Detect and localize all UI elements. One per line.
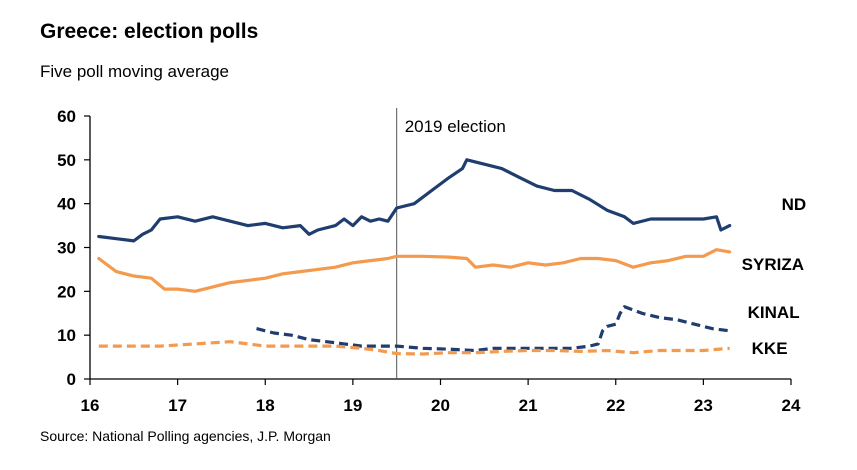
y-tick-label: 30 xyxy=(57,239,76,258)
series-label-syriza: SYRIZA xyxy=(742,255,804,274)
series-line-nd xyxy=(97,158,732,243)
chart-title: Greece: election polls xyxy=(40,20,259,43)
series-line-syriza xyxy=(97,248,732,293)
y-tick-label: 40 xyxy=(57,195,76,214)
series-line-kinal xyxy=(256,305,730,353)
x-tick-label: 16 xyxy=(81,396,100,415)
x-tick-label: 19 xyxy=(343,396,362,415)
y-tick-label: 0 xyxy=(67,370,76,389)
election-annotation-label: 2019 election xyxy=(405,117,506,136)
series-label-nd: ND xyxy=(782,195,807,214)
x-tick-label: 22 xyxy=(606,396,625,415)
y-tick-label: 20 xyxy=(57,282,76,301)
series-line-kke xyxy=(98,340,730,356)
chart-subtitle: Five poll moving average xyxy=(40,62,229,81)
x-tick-label: 21 xyxy=(519,396,538,415)
series-label-kinal: KINAL xyxy=(748,303,800,322)
x-tick-label: 24 xyxy=(782,396,801,415)
x-tick-label: 18 xyxy=(256,396,275,415)
x-tick-label: 17 xyxy=(168,396,187,415)
series-label-kke: KKE xyxy=(752,339,788,358)
x-tick-label: 23 xyxy=(694,396,713,415)
y-tick-label: 50 xyxy=(57,151,76,170)
chart-source: Source: National Polling agencies, J.P. … xyxy=(40,428,331,444)
x-tick-label: 20 xyxy=(431,396,450,415)
y-tick-label: 60 xyxy=(57,107,76,126)
y-tick-label: 10 xyxy=(57,326,76,345)
